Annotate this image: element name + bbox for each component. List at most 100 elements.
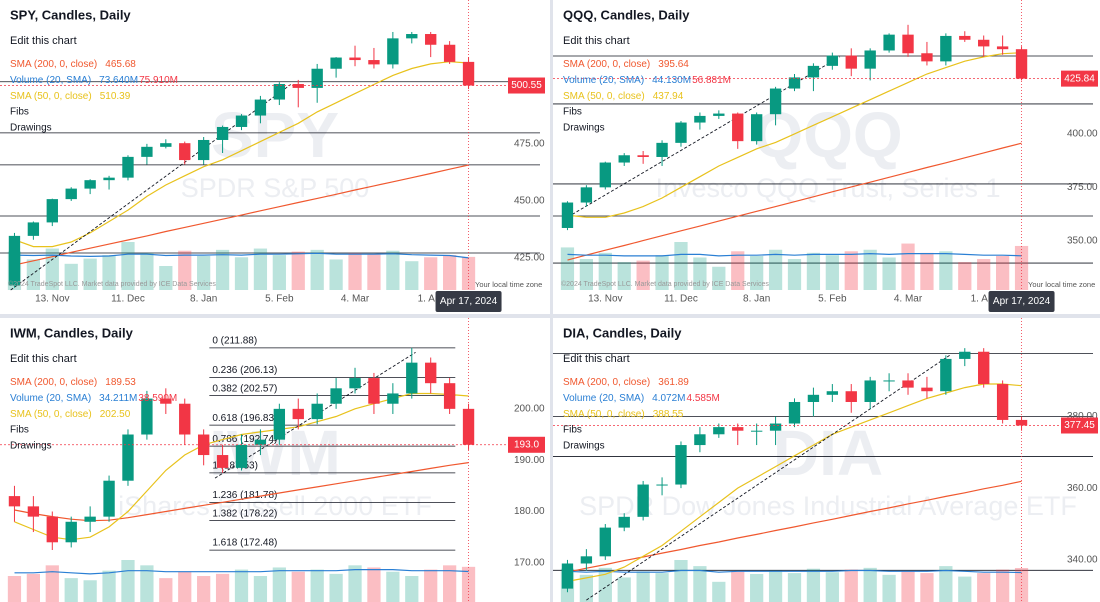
volume-bar — [939, 251, 953, 290]
edit-chart-link[interactable]: Edit this chart — [563, 35, 630, 47]
candle-body — [902, 380, 914, 388]
volume-bar — [272, 567, 286, 602]
price-tag-label: 425.84 — [1064, 73, 1095, 84]
candle-body — [122, 156, 134, 178]
candle-body — [425, 34, 437, 45]
candle-body — [235, 115, 248, 127]
menu-item[interactable]: Fibs — [563, 107, 582, 118]
volume-bar — [655, 573, 669, 602]
candle-body — [27, 222, 40, 236]
menu-item[interactable]: Drawings — [563, 123, 605, 134]
candle-body — [406, 362, 418, 394]
volume-bar — [64, 578, 78, 602]
legend-name: SMA (50, 0, close) — [563, 409, 645, 420]
candle-body — [179, 403, 191, 435]
volume-bar — [901, 243, 915, 290]
edit-chart-link[interactable]: Edit this chart — [10, 35, 77, 47]
volume-bar — [825, 572, 839, 602]
timezone-label: Your local time zone — [1028, 280, 1095, 289]
volume-bar — [977, 573, 991, 602]
candle-body — [141, 398, 153, 435]
legend-volume: 38.590M — [138, 393, 177, 404]
menu-item[interactable]: Drawings — [563, 441, 605, 452]
candle-body — [387, 393, 399, 404]
candle-body — [845, 55, 857, 69]
volume-bar — [636, 571, 650, 602]
volume-bar — [693, 566, 707, 602]
candle-body — [694, 434, 706, 446]
volume-bar — [83, 580, 97, 602]
menu-item[interactable]: Fibs — [10, 107, 29, 118]
legend-name: SMA (50, 0, close) — [563, 91, 645, 102]
menu-item[interactable]: Fibs — [10, 425, 29, 436]
fib-label: 0.786 (192.74) — [212, 434, 277, 445]
edit-chart-link[interactable]: Edit this chart — [10, 353, 77, 365]
candle-body — [160, 143, 172, 147]
volume-bar — [731, 571, 745, 602]
x-tick-label: 13. Nov — [588, 294, 622, 305]
volume-bar — [405, 261, 419, 290]
candle-body — [8, 235, 21, 286]
candle-body — [750, 430, 763, 432]
volume-bar — [121, 560, 135, 602]
candle-body — [996, 384, 1009, 420]
legend-value: 44.130M — [652, 75, 691, 86]
candle-body — [826, 391, 839, 395]
candle-body — [254, 99, 267, 116]
watermark-subtitle: SPDR Dow Jones Industrial Average ETF — [579, 491, 1077, 521]
candle-body — [8, 496, 21, 507]
volume-bar — [920, 573, 934, 602]
indicator-line — [567, 252, 1022, 257]
volume-bar — [310, 569, 324, 602]
fib-label: 1.236 (181.78) — [212, 490, 277, 501]
candle-body — [216, 126, 229, 140]
menu-item[interactable]: Drawings — [10, 441, 52, 452]
volume-bar — [806, 252, 821, 290]
candle-body — [902, 34, 914, 54]
volume-bar — [863, 249, 877, 290]
candle-body — [921, 53, 933, 62]
volume-bar — [598, 567, 612, 602]
volume-bar — [348, 252, 362, 290]
candle-body — [462, 61, 475, 86]
candle-body — [65, 521, 77, 543]
volume-bar — [178, 571, 192, 602]
chart-panel: DIA SPDR Dow Jones Industrial Average ETF… — [553, 318, 1100, 602]
indicator-line — [14, 164, 469, 266]
volume-bar — [461, 566, 476, 602]
legend-entry: Volume (20, SMA) 73.640M75.910M — [10, 75, 178, 86]
legend-entry: Volume (20, SMA) 44.130M56.881M — [563, 75, 731, 86]
volume-bar — [863, 567, 877, 602]
volume-bar — [636, 260, 650, 290]
volume-bar — [64, 263, 78, 290]
legend-entry: SMA (200, 0, close) 189.53 — [10, 377, 136, 388]
volume-bar — [26, 573, 41, 602]
menu-item[interactable]: Drawings — [10, 123, 52, 134]
legend-name: SMA (200, 0, close) — [10, 377, 97, 388]
volume-bar — [958, 576, 972, 602]
edit-chart-link[interactable]: Edit this chart — [563, 353, 630, 365]
candle-body — [807, 65, 820, 78]
fib-label: 0.618 (196.83) — [212, 413, 277, 424]
date-badge — [988, 291, 1055, 312]
legend-value: 202.50 — [100, 409, 131, 420]
y-tick-label: 340.00 — [1067, 555, 1098, 566]
candle-body — [179, 143, 191, 161]
x-tick-label: 5. Feb — [265, 294, 294, 305]
candle-body — [254, 439, 267, 445]
candle-body — [103, 480, 115, 517]
legend-value: 73.640M — [99, 75, 138, 86]
candle-body — [330, 57, 342, 69]
menu-item[interactable]: Fibs — [563, 425, 582, 436]
volume-bar — [102, 570, 116, 602]
legend-value: 395.64 — [658, 59, 689, 70]
x-tick-label: 1. Apr — [418, 294, 445, 305]
indicator-line — [567, 569, 1022, 574]
y-tick-label: 180.00 — [514, 506, 545, 517]
candle-body — [216, 455, 229, 468]
chart-panel: SPY SPDR S&P 500 475.00 450.00 425.00 500.55 1… — [0, 0, 550, 314]
x-tick-label: 11. Dec — [664, 294, 698, 305]
candle-body — [845, 391, 857, 402]
date-badge — [435, 291, 502, 312]
